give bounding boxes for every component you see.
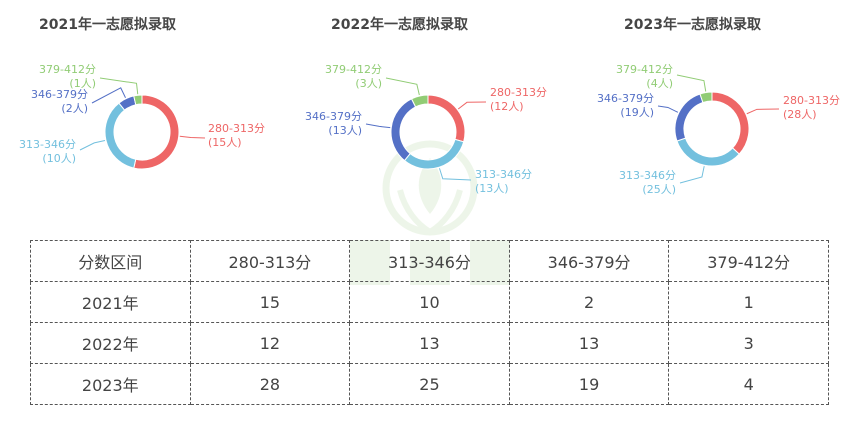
- leader-line-379-412: [99, 77, 139, 95]
- leader-line-313-346: [79, 139, 106, 151]
- slice-count-label: (28人): [783, 108, 817, 121]
- donut-slice-313-346: [403, 138, 465, 170]
- leader-line-313-346: [679, 166, 705, 184]
- table-row: 2022年 12 13 13 3: [30, 322, 829, 364]
- donut-chart-2022: 280-313分(12人)313-346分(13人)346-379分(13人)3…: [305, 63, 547, 195]
- table-cell: 2023年: [30, 363, 191, 405]
- donut-slice-280-313: [133, 94, 180, 170]
- donut-chart-2021: 280-313分(15人) 313-346分(10人) 346-379分(2人) 37…: [19, 63, 265, 170]
- slice-count-label: (13人): [328, 124, 362, 137]
- donut-chart-2023: 280-313分(28人) 313-346分(25人) 346-379分(19人) 3…: [597, 63, 840, 196]
- admission-table: 分数区间 280-313分 313-346分 346-379分 379-412分…: [30, 240, 829, 405]
- donut-slice-313-346: [104, 102, 137, 169]
- table-cell: 3: [668, 322, 829, 364]
- donut-slice-280-313: [427, 94, 466, 143]
- slice-count-label: (1人): [69, 77, 96, 90]
- chart-2022: 2022年一志愿拟录取 280-313分 (12人) 313-346分 (13人) 34…: [285, 0, 570, 225]
- slice-range-label: 379-412分: [39, 63, 96, 76]
- slice-range-label: 280-313分: [783, 94, 840, 107]
- slice-count-label: (12人): [490, 100, 524, 113]
- slice-count-label: (15人): [208, 136, 242, 149]
- slice-range-label: 313-346分: [619, 169, 676, 182]
- slice-count-label: (13人): [475, 182, 509, 195]
- slice-count-label: (3人): [355, 77, 382, 90]
- slice-range-label: 379-412分: [616, 63, 673, 76]
- slice-range-label: 280-313分: [208, 122, 265, 135]
- table-cell: 12: [189, 322, 351, 364]
- slice-count-label: (2人): [61, 102, 88, 115]
- table-cell: 2022年: [30, 322, 191, 364]
- leader-line-313-346: [438, 168, 472, 181]
- table-cell: 25: [349, 363, 510, 405]
- donut-slice-346-379: [674, 93, 704, 142]
- chart-title: 2023年一志愿拟录取: [624, 17, 761, 33]
- donut-slice-313-346: [676, 137, 740, 167]
- donut-slice-379-412: [699, 91, 713, 104]
- table-cell: 15: [189, 281, 351, 323]
- slice-range-label: 313-346分: [19, 138, 76, 151]
- slice-range-label: 280-313分: [490, 86, 547, 99]
- leader-line-346-379: [365, 123, 391, 129]
- chart-2023: 2023年一志愿拟录取 280-313分 (28人) 313-346分 (25人) 34…: [570, 0, 854, 225]
- chart-title: 2021年一志愿拟录取: [39, 17, 176, 33]
- table-header-cell: 346-379分: [508, 240, 670, 282]
- table-header-cell: 379-412分: [668, 240, 829, 282]
- slice-count-label: (25人): [642, 183, 676, 196]
- slice-count-label: (10人): [42, 152, 76, 165]
- donut-slice-379-412: [410, 94, 429, 108]
- slice-count-label: (19人): [620, 106, 654, 119]
- donut-slice-346-379: [390, 98, 417, 162]
- leader-line-346-379: [91, 87, 126, 104]
- slice-range-label: 346-379分: [305, 110, 362, 123]
- slice-count-label: (4人): [646, 77, 673, 90]
- table-cell: 2: [508, 281, 670, 323]
- table-header-row: 分数区间 280-313分 313-346分 346-379分 379-412分: [30, 240, 829, 282]
- table-header-cell: 分数区间: [30, 240, 191, 282]
- chart-title: 2022年一志愿拟录取: [331, 17, 468, 33]
- table-row: 2023年 28 25 19 4: [30, 363, 829, 405]
- table-header-cell: 313-346分: [349, 240, 510, 282]
- table-cell: 4: [668, 363, 829, 405]
- leader-line-280-313: [179, 135, 206, 139]
- leader-line-280-313: [457, 101, 487, 110]
- slice-range-label: 313-346分: [475, 168, 532, 181]
- slice-range-label: 346-379分: [31, 88, 88, 101]
- slice-range-label: 379-412分: [325, 63, 382, 76]
- chart-2021: 2021年一志愿拟录取 280-313分 (15人) 313-346分 (10人) 34…: [0, 0, 285, 225]
- table-header-cell: 280-313分: [189, 240, 351, 282]
- table-row: 2021年 15 10 2 1: [30, 281, 829, 323]
- leader-line-379-412: [676, 74, 707, 92]
- leader-line-379-412: [385, 77, 420, 96]
- leader-line-346-379: [657, 105, 679, 113]
- leader-line-280-313: [746, 108, 780, 115]
- table-cell: 28: [189, 363, 351, 405]
- table-cell: 13: [349, 322, 510, 364]
- donut-slice-280-313: [711, 91, 750, 155]
- donut-slice-379-412: [133, 94, 143, 106]
- table-cell: 19: [508, 363, 670, 405]
- table-cell: 13: [508, 322, 670, 364]
- table-cell: 1: [668, 281, 829, 323]
- table-cell: 10: [349, 281, 510, 323]
- slice-range-label: 346-379分: [597, 92, 654, 105]
- table-cell: 2021年: [30, 281, 191, 323]
